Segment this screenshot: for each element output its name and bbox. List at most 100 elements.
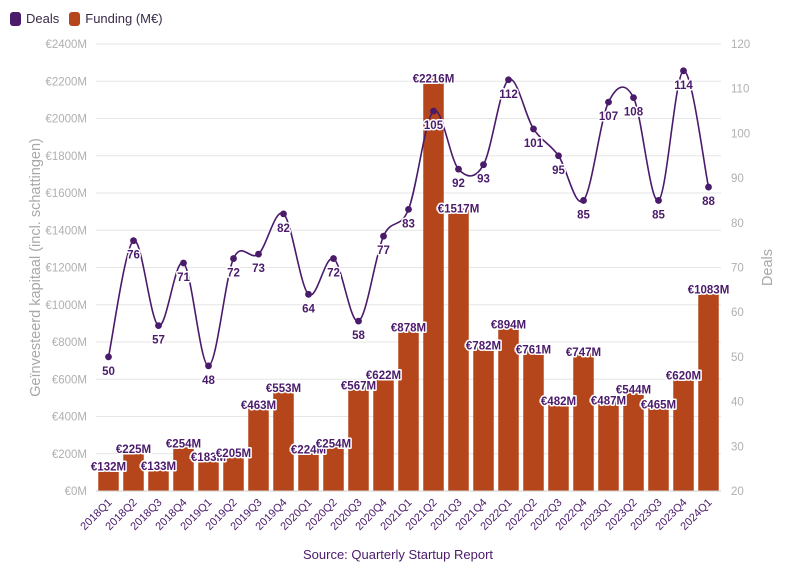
- y-left-tick-label: €1000M: [45, 300, 87, 312]
- deals-value-label: 58: [352, 330, 365, 342]
- funding-bar[interactable]: [498, 324, 519, 491]
- deals-point[interactable]: [255, 250, 262, 258]
- deals-value-label: 95: [552, 165, 565, 177]
- deals-value-label: 64: [302, 303, 315, 315]
- y-left-tick-label: €0M: [65, 486, 87, 498]
- y-right-tick-label: 100: [731, 128, 750, 140]
- funding-value-label: €553M: [266, 383, 301, 395]
- deals-point[interactable]: [680, 67, 687, 75]
- deals-value-label: 112: [499, 89, 518, 101]
- funding-bar[interactable]: [373, 375, 394, 491]
- deals-point[interactable]: [280, 210, 287, 218]
- funding-bar[interactable]: [648, 404, 669, 491]
- deals-value-label: 76: [127, 250, 140, 262]
- funding-value-label: €465M: [641, 399, 676, 411]
- deals-point[interactable]: [655, 197, 662, 204]
- deals-value-label: 71: [177, 272, 190, 284]
- deals-point[interactable]: [430, 107, 437, 115]
- deals-point[interactable]: [705, 183, 712, 191]
- y-left-axis-title: Geïnvesteerd kapitaal (incl. schattingen…: [28, 138, 44, 397]
- funding-bar[interactable]: [423, 78, 444, 492]
- funding-bar[interactable]: [623, 389, 644, 491]
- funding-bar[interactable]: [548, 401, 569, 491]
- deals-point[interactable]: [205, 362, 212, 370]
- funding-value-label: €205M: [216, 448, 251, 460]
- deals-value-label: 72: [227, 268, 240, 280]
- deals-point[interactable]: [230, 255, 237, 262]
- funding-bar[interactable]: [473, 345, 494, 491]
- funding-bar[interactable]: [173, 443, 194, 491]
- funding-bar[interactable]: [298, 449, 319, 491]
- deals-value-label: 77: [377, 245, 390, 257]
- funding-value-label: €1517M: [438, 203, 480, 215]
- legend-swatch-funding: [69, 11, 81, 26]
- funding-value-label: €782M: [466, 340, 501, 352]
- funding-bar[interactable]: [573, 351, 594, 491]
- deals-point[interactable]: [305, 290, 312, 298]
- funding-bar[interactable]: [323, 443, 344, 491]
- deals-point[interactable]: [630, 94, 637, 102]
- deals-point[interactable]: [380, 232, 387, 240]
- y-left-tick-label: €1600M: [45, 188, 87, 200]
- y-left-tick-label: €2200M: [45, 76, 87, 88]
- deals-point[interactable]: [530, 125, 537, 133]
- deals-value-label: 93: [477, 174, 490, 186]
- deals-point[interactable]: [455, 165, 462, 173]
- y-right-tick-label: 50: [731, 352, 744, 364]
- funding-bar[interactable]: [123, 449, 144, 491]
- deals-value-label: 85: [652, 209, 665, 221]
- y-right-tick-label: 60: [731, 307, 744, 319]
- deals-value-label: 108: [624, 107, 644, 119]
- funding-value-label: €620M: [666, 371, 701, 383]
- deals-point[interactable]: [505, 76, 512, 84]
- y-left-tick-label: €200M: [52, 449, 87, 461]
- legend-label-deals: Deals: [26, 11, 60, 26]
- legend-item-funding[interactable]: Funding (M€): [69, 11, 163, 26]
- funding-bar[interactable]: [523, 349, 544, 491]
- deals-point[interactable]: [130, 237, 137, 245]
- deals-point[interactable]: [555, 152, 562, 160]
- y-left-tick-label: €1800M: [45, 151, 87, 163]
- funding-value-label: €254M: [166, 439, 201, 451]
- deals-point[interactable]: [480, 161, 487, 169]
- deals-point[interactable]: [405, 205, 412, 213]
- funding-bar[interactable]: [348, 385, 369, 491]
- y-left-tick-label: €400M: [52, 412, 87, 424]
- funding-bar[interactable]: [148, 466, 169, 491]
- deals-point[interactable]: [605, 98, 612, 106]
- y-right-tick-label: 110: [731, 84, 749, 96]
- legend-item-deals[interactable]: Deals: [10, 11, 59, 26]
- funding-bar[interactable]: [598, 400, 619, 491]
- y-right-tick-label: 20: [731, 486, 744, 498]
- funding-value-label: €2216M: [413, 73, 455, 85]
- y-right-tick-label: 90: [731, 173, 744, 185]
- y-right-tick-label: 40: [731, 397, 744, 409]
- funding-value-label: €133M: [141, 461, 176, 473]
- funding-value-label: €747M: [566, 347, 601, 359]
- funding-value-label: €132M: [91, 461, 126, 473]
- deals-point[interactable]: [580, 197, 587, 204]
- funding-value-label: €544M: [616, 385, 651, 397]
- funding-value-label: €225M: [116, 444, 151, 456]
- funding-bar[interactable]: [698, 289, 719, 491]
- funding-bar[interactable]: [673, 375, 694, 491]
- deals-point[interactable]: [180, 259, 187, 267]
- funding-bar[interactable]: [448, 208, 469, 492]
- funding-bar[interactable]: [223, 452, 244, 491]
- funding-value-label: €487M: [591, 395, 626, 407]
- funding-bar[interactable]: [198, 456, 219, 491]
- funding-bar[interactable]: [248, 404, 269, 491]
- funding-bar[interactable]: [273, 388, 294, 491]
- deals-point[interactable]: [355, 317, 362, 325]
- y-left-tick-label: €600M: [52, 374, 87, 386]
- deals-point[interactable]: [105, 353, 112, 361]
- deals-point[interactable]: [330, 255, 337, 262]
- funding-bar[interactable]: [398, 327, 419, 491]
- deals-point[interactable]: [155, 322, 162, 330]
- funding-bar[interactable]: [98, 466, 119, 491]
- funding-value-label: €254M: [316, 439, 351, 451]
- funding-value-label: €878M: [391, 322, 426, 334]
- deals-line: [105, 67, 712, 370]
- funding-value-label: €463M: [241, 400, 276, 412]
